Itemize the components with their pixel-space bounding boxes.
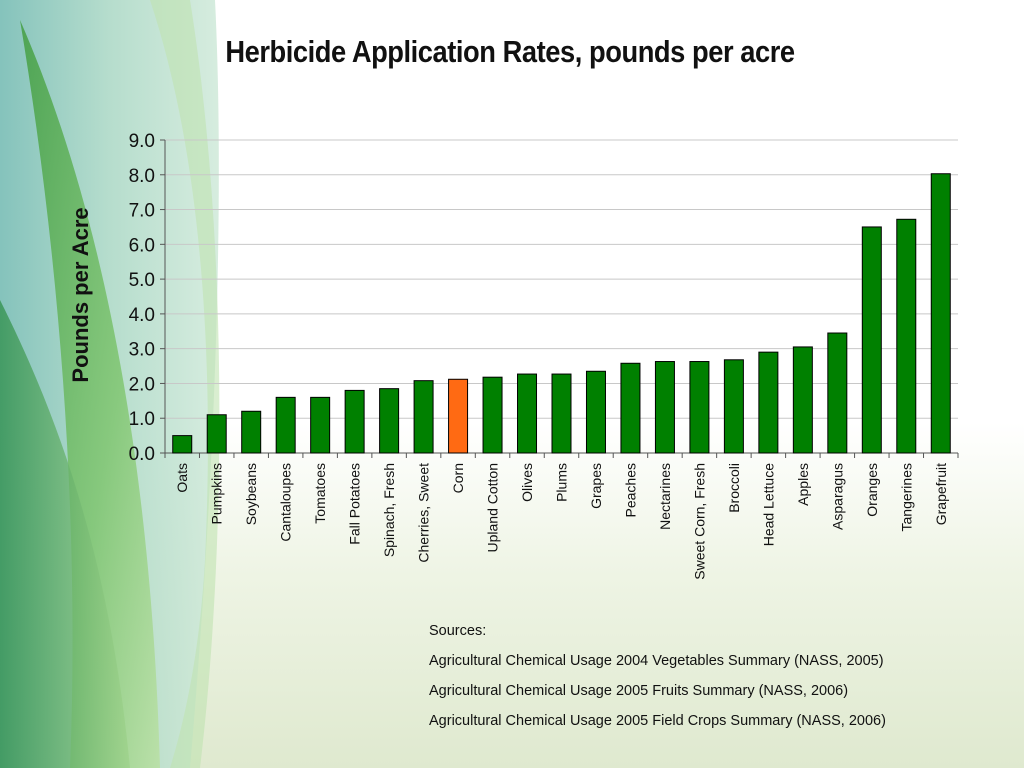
bar-nectarines xyxy=(654,361,675,454)
x-tick-label: Nectarines xyxy=(657,463,673,530)
x-tick-label: Grapes xyxy=(588,463,604,509)
x-tick-label: Cherries, Sweet xyxy=(416,463,432,563)
bar-head-lettuce xyxy=(758,351,779,454)
source-line-field-crops: Agricultural Chemical Usage 2005 Field C… xyxy=(429,713,886,729)
bar-oranges xyxy=(861,226,882,454)
bar-grapefruit xyxy=(930,173,951,454)
bar-soybeans xyxy=(241,410,262,454)
x-tick-label: Broccoli xyxy=(726,463,742,513)
y-tick-label: 0.0 xyxy=(129,444,155,465)
y-tick-label: 7.0 xyxy=(129,201,155,222)
x-tick-label: Apples xyxy=(795,463,811,506)
bar-fall-potatoes xyxy=(344,389,365,454)
x-tick-label: Tomatoes xyxy=(312,463,328,524)
chart-title: Herbicide Application Rates, pounds per … xyxy=(225,34,795,69)
bar-tangerines xyxy=(896,218,917,454)
y-axis-label: Pounds per Acre xyxy=(68,207,93,382)
x-tick-label: Olives xyxy=(519,463,535,502)
y-tick-label: 8.0 xyxy=(129,166,155,187)
bar-asparagus xyxy=(827,332,848,454)
bar-upland-cotton xyxy=(482,376,503,454)
x-tick-label: Pumpkins xyxy=(209,463,225,524)
bar-peaches xyxy=(620,362,641,454)
bar-broccoli xyxy=(723,359,744,454)
x-tick-label: Fall Potatoes xyxy=(347,463,363,545)
y-tick-label: 1.0 xyxy=(129,409,155,430)
y-tick-label: 4.0 xyxy=(129,305,155,326)
x-tick-label: Soybeans xyxy=(243,463,259,525)
bar-corn xyxy=(448,378,469,454)
source-line-vegetables: Agricultural Chemical Usage 2004 Vegetab… xyxy=(429,653,884,669)
bar-pumpkins xyxy=(206,414,227,454)
x-tick-label: Oats xyxy=(174,463,190,493)
x-tick-label: Asparagus xyxy=(829,463,845,530)
x-tick-label: Grapefruit xyxy=(933,463,949,525)
bar-oats xyxy=(172,435,193,454)
y-tick-label: 2.0 xyxy=(129,374,155,395)
bar-tomatoes xyxy=(310,396,331,454)
y-tick-label: 5.0 xyxy=(129,270,155,291)
y-tick-label: 6.0 xyxy=(129,235,155,256)
sources-heading: Sources: xyxy=(429,623,487,639)
x-tick-label: Peaches xyxy=(622,463,638,517)
x-tick-label: Sweet Corn, Fresh xyxy=(691,463,707,580)
x-tick-label: Upland Cotton xyxy=(485,463,501,553)
bar-spinach-fresh xyxy=(379,388,400,454)
bar-sweet-corn-fresh xyxy=(689,361,710,454)
x-tick-label: Corn xyxy=(450,463,466,493)
bar-plums xyxy=(551,373,572,454)
bar-cherries-sweet xyxy=(413,380,434,454)
x-tick-label: Head Lettuce xyxy=(760,463,776,546)
x-tick-label: Cantaloupes xyxy=(278,463,294,542)
y-tick-label: 9.0 xyxy=(129,131,155,152)
bar-olives xyxy=(517,373,538,454)
bar-grapes xyxy=(585,370,606,454)
x-tick-label: Plums xyxy=(554,463,570,502)
bar-apples xyxy=(792,346,813,454)
x-tick-label: Spinach, Fresh xyxy=(381,463,397,557)
y-tick-label: 3.0 xyxy=(129,340,155,361)
source-line-fruits: Agricultural Chemical Usage 2005 Fruits … xyxy=(429,683,849,699)
x-tick-label: Tangerines xyxy=(898,463,914,532)
bar-cantaloupes xyxy=(275,396,296,454)
sources-block: Sources: Agricultural Chemical Usage 200… xyxy=(429,622,886,742)
x-tick-label: Oranges xyxy=(864,463,880,517)
